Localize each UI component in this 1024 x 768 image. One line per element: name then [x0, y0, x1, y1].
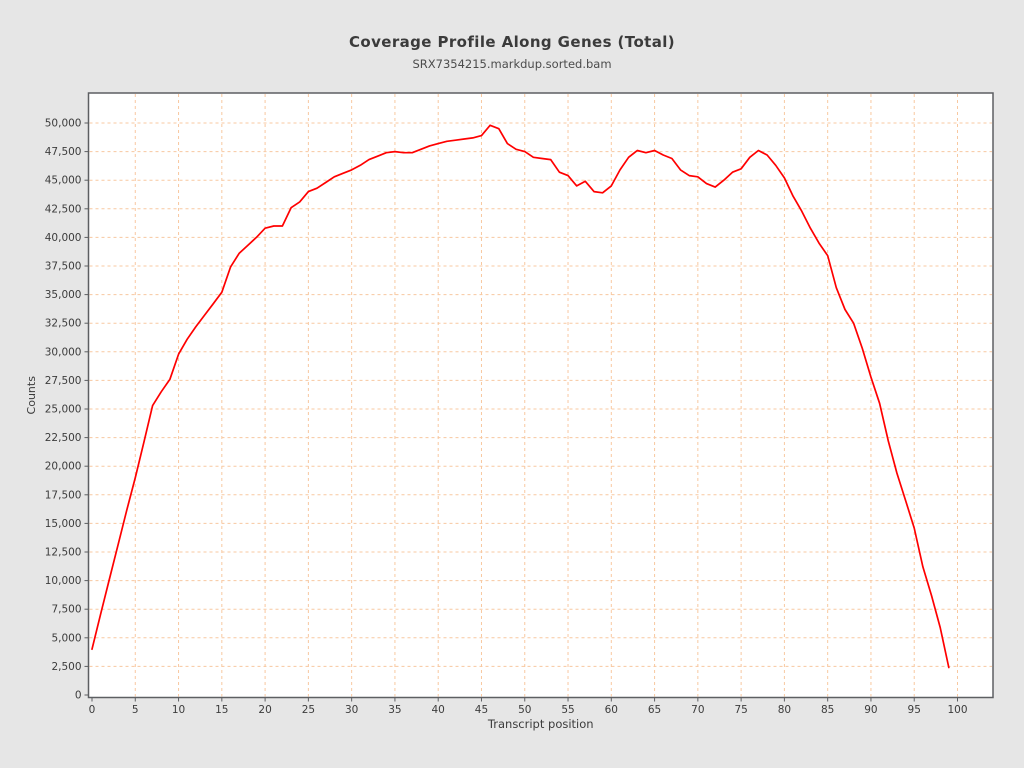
- x-tick-label: 50: [518, 704, 531, 716]
- x-tick-label: 95: [908, 704, 921, 716]
- series-line-total-coverage: [91, 124, 950, 669]
- y-tick-label: 40,000: [45, 232, 82, 244]
- chart-title: Coverage Profile Along Genes (Total): [348, 33, 676, 51]
- y-tick-label: 17,500: [45, 489, 82, 501]
- y-tick-label: 45,000: [45, 175, 82, 187]
- y-tick-label: 10,000: [45, 575, 82, 587]
- chart-subtitle: SRX7354215.markdup.sorted.bam: [412, 57, 612, 71]
- y-tick-label: 27,500: [45, 375, 82, 387]
- x-tick-label: 5: [132, 704, 139, 716]
- y-tick-label: 22,500: [45, 432, 82, 444]
- x-tick-label: 85: [821, 704, 834, 716]
- y-tick-label: 50,000: [45, 118, 82, 130]
- x-tick-label: 30: [345, 704, 358, 716]
- x-tick-label: 20: [258, 704, 271, 716]
- axis-ticks: [84, 122, 958, 702]
- plot-border: [87, 92, 994, 699]
- x-tick-label: 35: [388, 704, 401, 716]
- x-tick-label: 0: [89, 704, 96, 716]
- y-tick-label: 0: [75, 690, 82, 702]
- y-axis-label: Counts: [25, 376, 38, 415]
- x-tick-label: 70: [691, 704, 704, 716]
- y-tick-label: 25,000: [45, 404, 82, 416]
- x-tick-label: 100: [947, 704, 967, 716]
- x-tick-label: 10: [172, 704, 185, 716]
- y-tick-label: 47,500: [45, 146, 82, 158]
- y-tick-label: 32,500: [45, 318, 82, 330]
- x-tick-label: 40: [432, 704, 445, 716]
- x-tick-label: 55: [561, 704, 574, 716]
- y-tick-label: 12,500: [45, 547, 82, 559]
- x-tick-label: 45: [475, 704, 488, 716]
- y-tick-label: 42,500: [45, 203, 82, 215]
- x-tick-label: 25: [302, 704, 315, 716]
- x-tick-label: 75: [734, 704, 747, 716]
- x-tick-label: 15: [215, 704, 228, 716]
- x-tick-label: 80: [778, 704, 791, 716]
- grid: [89, 94, 992, 697]
- y-tick-label: 5,000: [51, 632, 81, 644]
- axis-tick-labels: 0 5 10 15 20 25 30 35 40 45 50 55 60 65 70 75 80 85 90 95 10…: [45, 118, 968, 717]
- y-tick-label: 2,500: [51, 661, 81, 673]
- x-axis-label: Transcript position: [487, 717, 594, 731]
- plot-area: [88, 93, 993, 698]
- x-tick-label: 90: [864, 704, 877, 716]
- y-tick-label: 37,500: [45, 261, 82, 273]
- y-tick-label: 7,500: [51, 604, 81, 616]
- y-tick-label: 35,000: [45, 289, 82, 301]
- x-tick-label: 60: [605, 704, 618, 716]
- y-tick-label: 15,000: [45, 518, 82, 530]
- y-tick-label: 30,000: [45, 346, 82, 358]
- x-tick-label: 65: [648, 704, 661, 716]
- y-tick-label: 20,000: [45, 461, 82, 473]
